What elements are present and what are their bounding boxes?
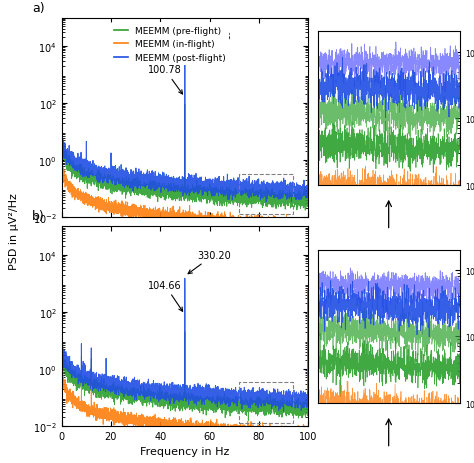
Text: a): a) [32, 1, 45, 14]
Text: 104.66: 104.66 [148, 280, 182, 312]
Bar [239, 382, 293, 423]
Bar [239, 174, 293, 214]
X-axis label: Frequency in Hz: Frequency in Hz [140, 446, 229, 457]
Text: 100.78: 100.78 [148, 65, 182, 95]
Text: b): b) [32, 210, 45, 223]
Text: 330.20: 330.20 [188, 250, 231, 274]
Text: 331.63: 331.63 [189, 32, 231, 48]
Legend: MEEMM (pre-flight), MEEMM (in-flight), MEEMM (post-flight): MEEMM (pre-flight), MEEMM (in-flight), M… [110, 23, 229, 66]
Text: PSD in μV²/Hz: PSD in μV²/Hz [9, 193, 19, 270]
